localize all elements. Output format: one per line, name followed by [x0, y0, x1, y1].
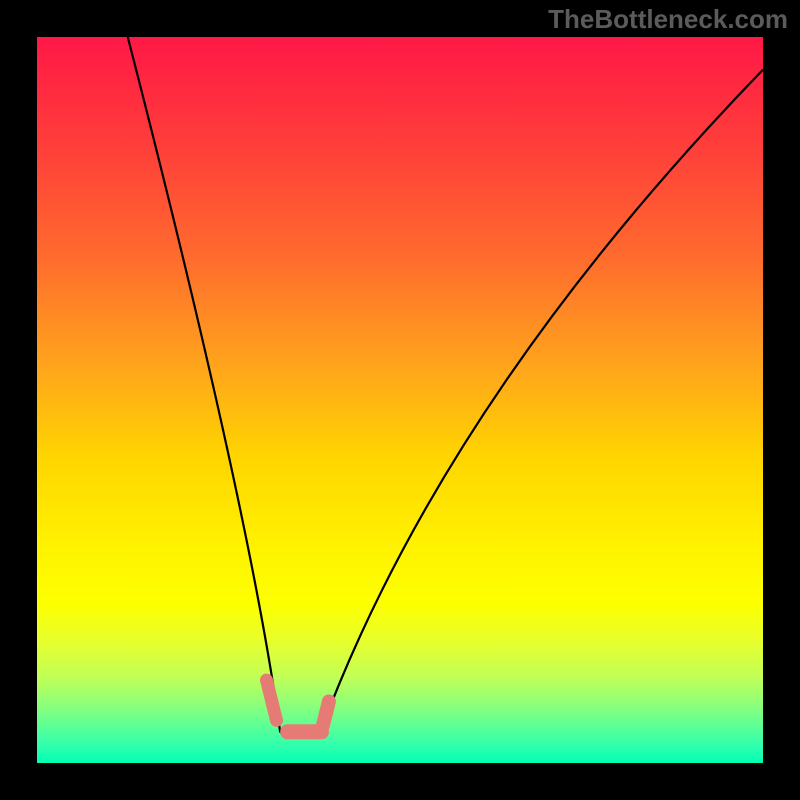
frame: TheBottleneck.com	[0, 0, 800, 800]
attribution-label: TheBottleneck.com	[548, 4, 788, 35]
plot-area	[37, 37, 763, 763]
plot-svg	[37, 37, 763, 763]
gradient-background	[37, 37, 763, 763]
